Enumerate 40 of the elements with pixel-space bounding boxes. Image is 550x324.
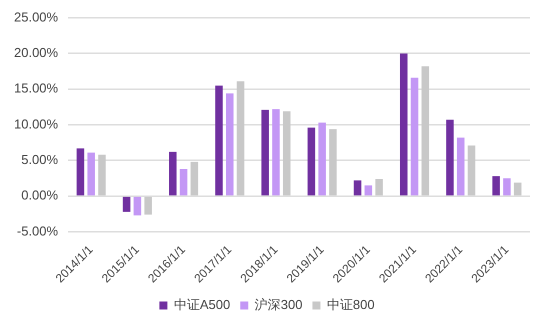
bar: [492, 176, 500, 196]
y-tick-label: 15.00%: [14, 80, 59, 96]
bar: [282, 111, 290, 196]
y-tick-label: 20.00%: [14, 45, 59, 60]
bar: [190, 162, 198, 196]
bar: [308, 128, 316, 196]
y-tick-label: 5.00%: [21, 152, 59, 168]
bar: [354, 180, 362, 196]
y-tick-label: -5.00%: [16, 223, 59, 238]
bar: [410, 78, 418, 196]
bar: [375, 179, 383, 196]
bar: [98, 154, 106, 196]
bar: [422, 66, 430, 196]
legend-label: 沪深300: [254, 297, 302, 312]
bar: [144, 196, 152, 215]
bar: [236, 81, 244, 196]
bar: [514, 182, 522, 196]
bar: [180, 169, 188, 196]
bar: [122, 196, 130, 212]
bar: [215, 86, 223, 196]
bar: [400, 53, 408, 196]
bar: [261, 110, 269, 196]
bar: [468, 145, 476, 196]
y-tick-label: 25.00%: [14, 9, 59, 24]
bar: [456, 138, 464, 196]
bar: [503, 178, 511, 196]
y-tick-label: 10.00%: [14, 116, 59, 132]
bar: [318, 122, 326, 196]
bar: [329, 129, 337, 196]
bar: [446, 120, 454, 196]
bar: [226, 93, 234, 196]
bar: [364, 185, 372, 196]
bar: [87, 152, 95, 196]
legend-label: 中证A500: [174, 297, 230, 312]
legend-label: 中证800: [326, 297, 375, 312]
bar: [134, 196, 142, 216]
bar: [76, 148, 84, 196]
bar: [169, 152, 177, 196]
y-tick-label: 0.00%: [21, 188, 59, 203]
bar: [272, 109, 280, 196]
